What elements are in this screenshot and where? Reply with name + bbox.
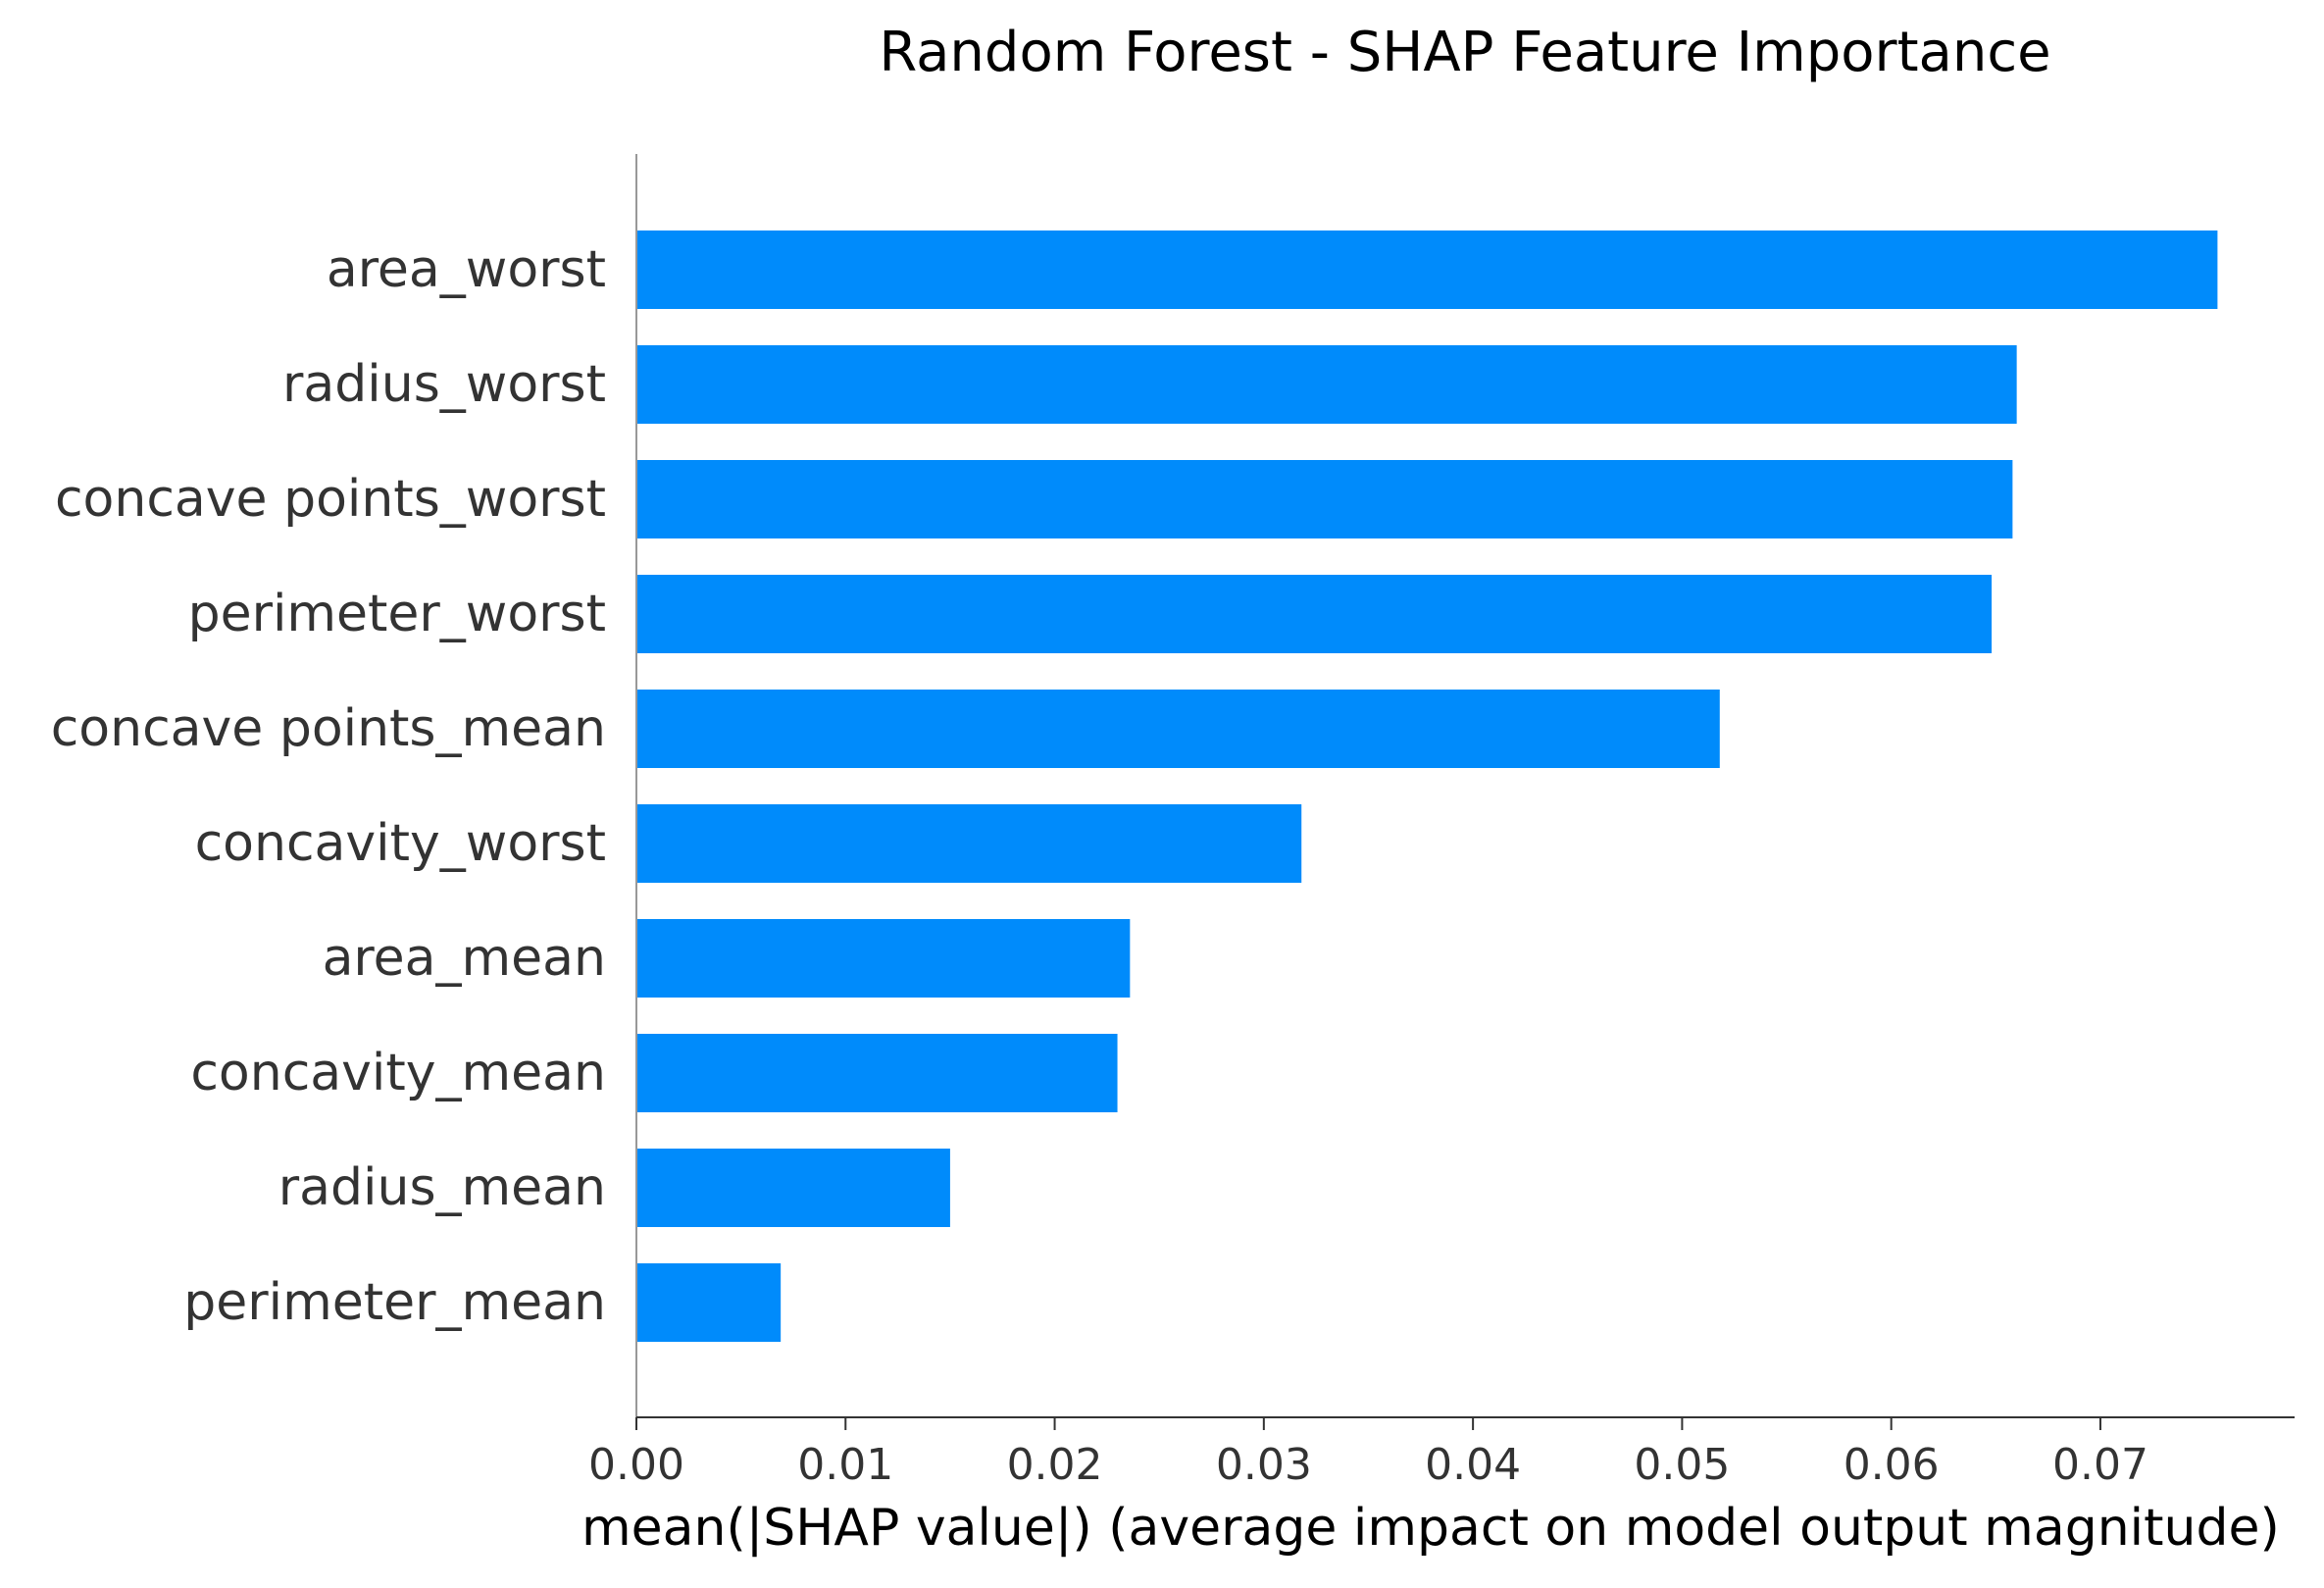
bar-area_mean xyxy=(636,919,1131,998)
category-label: concave points_worst xyxy=(55,470,606,529)
bar-concave-points_worst xyxy=(636,460,2013,538)
bar-concavity_mean xyxy=(636,1034,1118,1112)
bar-concavity_worst xyxy=(636,804,1302,883)
category-label: radius_mean xyxy=(278,1158,606,1217)
x-tick-label: 0.04 xyxy=(1425,1440,1521,1490)
category-label: area_worst xyxy=(327,240,606,299)
category-label: perimeter_worst xyxy=(188,585,606,643)
bar-perimeter_worst xyxy=(636,575,1993,653)
x-tick-label: 0.05 xyxy=(1634,1440,1730,1490)
bar-concave-points_mean xyxy=(636,690,1720,768)
x-axis-label: mean(|SHAP value|) (average impact on mo… xyxy=(581,1499,2280,1558)
bar-area_worst xyxy=(636,231,2218,309)
bar-radius_mean xyxy=(636,1149,950,1227)
category-label: concavity_mean xyxy=(190,1044,606,1102)
bar-radius_worst xyxy=(636,345,2017,424)
x-tick-label: 0.02 xyxy=(1007,1440,1103,1490)
x-tick-label: 0.06 xyxy=(1844,1440,1940,1490)
x-tick-label: 0.03 xyxy=(1216,1440,1312,1490)
x-tick-label: 0.01 xyxy=(797,1440,893,1490)
x-tick-label: 0.00 xyxy=(588,1440,684,1490)
chart-title: Random Forest - SHAP Feature Importance xyxy=(879,21,2050,84)
category-label: area_mean xyxy=(323,929,606,988)
x-ticks-group: 0.00 0.01 0.02 0.03 0.04 0.05 0.06 0.07 xyxy=(588,1417,2148,1490)
category-label: radius_worst xyxy=(282,355,606,414)
category-label: concavity_worst xyxy=(195,814,606,873)
category-label: concave points_mean xyxy=(51,699,606,758)
x-tick-label: 0.07 xyxy=(2052,1440,2148,1490)
category-label: perimeter_mean xyxy=(183,1273,606,1332)
bars-group xyxy=(636,231,2218,1342)
bar-perimeter_mean xyxy=(636,1263,782,1342)
